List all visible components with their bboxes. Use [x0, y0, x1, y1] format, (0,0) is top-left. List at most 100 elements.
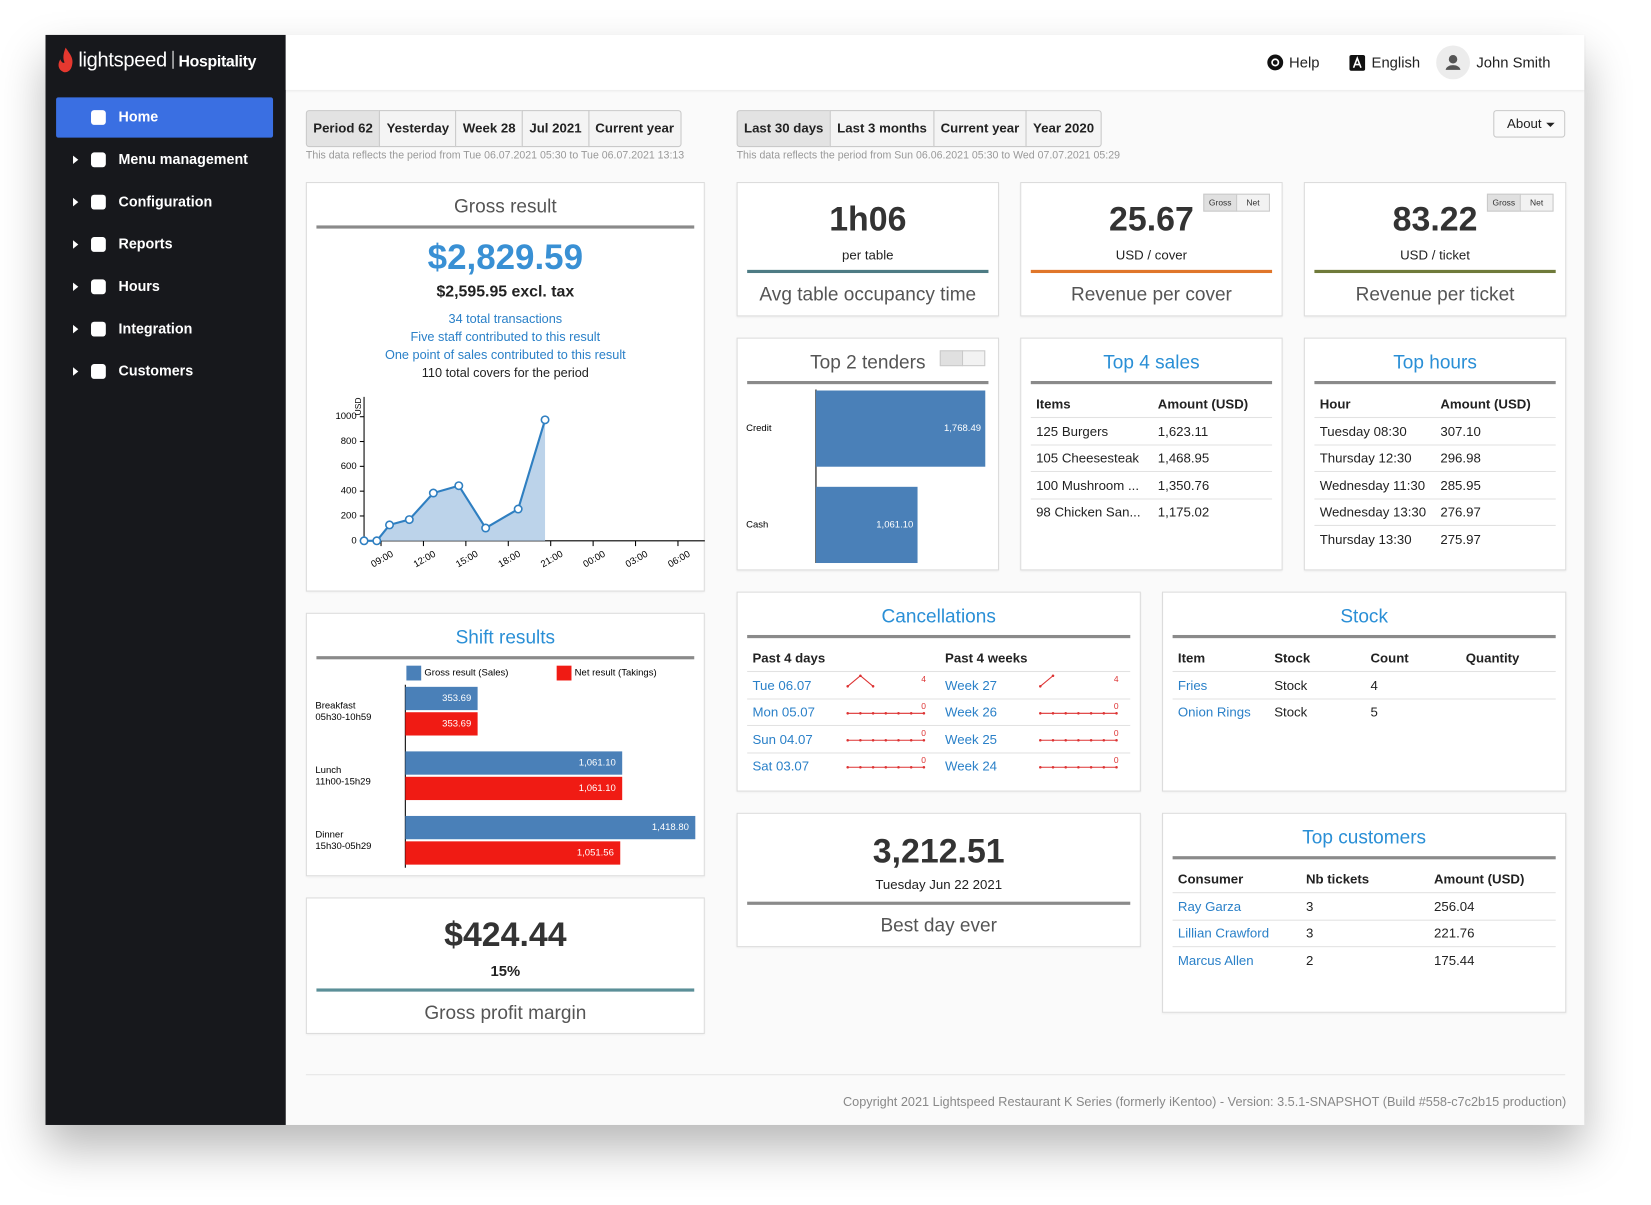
bar-value-label: 353.69 — [442, 693, 471, 704]
cancellation-period[interactable]: Tue 06.07 — [752, 677, 812, 693]
point — [404, 515, 414, 525]
avatar[interactable] — [1436, 45, 1470, 80]
toggle-button[interactable]: Gross — [1203, 193, 1238, 212]
nav-item[interactable]: Hours — [56, 267, 273, 307]
user-name[interactable]: John Smith — [1476, 53, 1551, 71]
kpi-value: 1h06 — [829, 200, 907, 239]
about-button[interactable]: About — [1493, 110, 1566, 138]
period-filter: Period 62 Yesterday Week 28 Jul 2021 Current… — [305, 110, 682, 148]
detail-line[interactable]: Five staff contributed to this result — [410, 329, 601, 344]
sparkline-point — [1115, 765, 1118, 769]
table-view-button[interactable] — [961, 350, 986, 367]
filter-tab[interactable]: Current year — [933, 110, 1027, 148]
sparkline-point — [1089, 712, 1093, 715]
sparkline-point — [884, 712, 888, 715]
filter-tab[interactable]: Year 2020 — [1025, 110, 1102, 148]
language-link[interactable]: English — [1371, 53, 1421, 71]
cancellation-period[interactable]: Sat 03.07 — [752, 758, 810, 774]
detail-line[interactable]: One point of sales contributed to this r… — [384, 347, 626, 362]
filter-tab[interactable]: Yesterday — [379, 110, 457, 148]
x-tick-label: 18:00 — [497, 549, 523, 570]
cancellation-period[interactable]: Week 26 — [945, 704, 998, 720]
bar-value-label: 1,768.49 — [944, 423, 981, 434]
table-cell: 175.44 — [1433, 952, 1475, 968]
sparkline-point — [1051, 739, 1055, 742]
toggle-button[interactable]: Net — [1519, 193, 1554, 212]
table-header: Quantity — [1465, 650, 1520, 666]
view-toggle — [939, 350, 986, 367]
table-cell[interactable]: Onion Rings — [1177, 704, 1251, 720]
kpi-line — [316, 988, 695, 992]
sparkline-point — [846, 685, 849, 688]
panel-separator — [316, 225, 695, 229]
nav-icon — [91, 152, 106, 168]
panel-separator — [747, 380, 989, 385]
table-rule — [747, 724, 1131, 726]
about-label: About — [1507, 116, 1542, 132]
cancellation-period[interactable]: Sun 04.07 — [752, 731, 813, 747]
filter-tab[interactable]: Current year — [587, 110, 682, 148]
filter-tab[interactable]: Jul 2021 — [521, 110, 589, 148]
bar — [405, 776, 623, 801]
brand-product: Hospitality — [178, 52, 257, 71]
help-link[interactable]: Help — [1289, 53, 1320, 71]
x-tick-label: 09:00 — [369, 549, 395, 570]
sparkline-max: 0 — [1114, 755, 1119, 765]
y-tick-label: 200 — [341, 510, 357, 521]
table-cell: 275.97 — [1440, 531, 1481, 547]
table-cell[interactable]: Ray Garza — [1177, 899, 1242, 914]
table-cell: 285.95 — [1440, 477, 1481, 493]
panel-separator — [1030, 380, 1273, 385]
sparkline-point — [909, 739, 913, 742]
sparkline-max: 4 — [921, 674, 926, 684]
cancellation-period[interactable]: Week 24 — [945, 758, 998, 774]
bar — [815, 390, 986, 467]
gross-net-toggle: Gross Net — [1203, 193, 1270, 212]
nav-item[interactable]: Menu management — [56, 140, 273, 180]
sparkline-point — [897, 712, 900, 715]
filter-tab[interactable]: Last 30 days — [736, 110, 831, 148]
filter-tab[interactable]: Period 62 — [305, 110, 381, 148]
panel-separator — [1172, 856, 1556, 860]
legend-swatch — [556, 665, 572, 681]
kpi-line — [1030, 269, 1273, 274]
filter-tab[interactable]: Last 3 months — [829, 110, 935, 148]
table-cell: 5 — [1370, 704, 1378, 720]
cancellation-period[interactable]: Mon 05.07 — [752, 704, 815, 720]
table-cell[interactable]: Marcus Allen — [1177, 952, 1254, 968]
nav-item[interactable]: Customers — [56, 351, 273, 391]
brand-divider — [172, 50, 174, 69]
sparkline-max: 0 — [921, 701, 926, 711]
stock-panel: Stock Item Stock Count Quantity Fries Stock 4 O… — [1162, 591, 1567, 792]
nav-item[interactable]: Home — [56, 97, 274, 138]
nav-item[interactable]: Configuration — [56, 182, 273, 222]
table-header: Amount (USD) — [1433, 872, 1525, 887]
table-header: Count — [1370, 650, 1409, 666]
table-header: Items — [1036, 396, 1071, 412]
table-cell[interactable]: Fries — [1177, 677, 1208, 693]
table-cell[interactable]: Lillian Crawford — [1177, 926, 1270, 941]
kpi-label: Revenue per cover — [1070, 283, 1232, 305]
gross-profit-panel: $424.44 15% Gross profit margin — [305, 897, 705, 1034]
y-tick-label: 800 — [341, 436, 357, 447]
nav-item[interactable]: Reports — [56, 224, 273, 264]
panel-title: Stock — [1340, 605, 1388, 627]
range-filter: Last 30 days Last 3 months Current year Yea… — [736, 110, 1102, 148]
detail-line[interactable]: 34 total transactions — [448, 311, 563, 326]
sparkline-max: 0 — [921, 755, 926, 765]
cancellation-period[interactable]: Week 27 — [945, 677, 998, 693]
cancellation-period[interactable]: Week 25 — [945, 731, 998, 747]
nav-caret — [73, 282, 79, 292]
table-rule — [1314, 416, 1556, 419]
toggle-button[interactable]: Net — [1236, 193, 1270, 212]
brand[interactable]: lightspeed Hospitality — [78, 50, 256, 73]
sparkline-point — [1115, 712, 1118, 715]
table-header: Past 4 days — [752, 650, 826, 666]
language-icon[interactable] — [1349, 55, 1366, 71]
table-cell: 307.10 — [1440, 423, 1481, 439]
help-icon[interactable] — [1267, 54, 1284, 71]
table-rule — [1030, 443, 1273, 446]
nav-item[interactable]: Integration — [56, 309, 273, 349]
table-cell: 1,623.11 — [1157, 423, 1209, 439]
point — [513, 504, 523, 514]
